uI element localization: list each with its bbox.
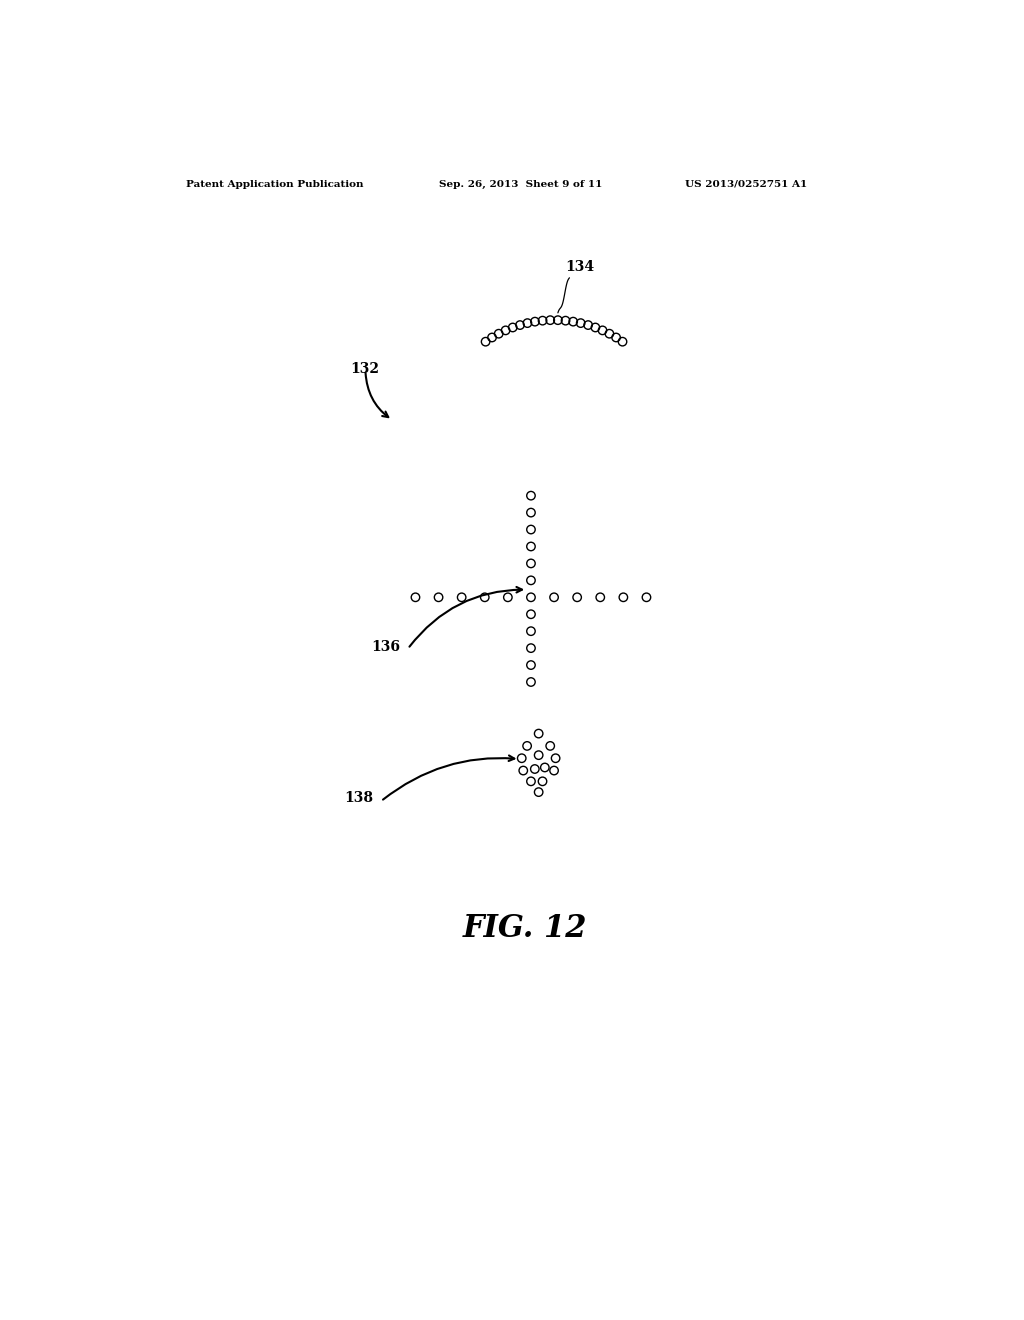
Text: 136: 136 [371, 640, 400, 655]
Text: 132: 132 [350, 363, 379, 376]
Text: 138: 138 [344, 791, 373, 804]
Text: US 2013/0252751 A1: US 2013/0252751 A1 [685, 180, 807, 189]
Text: Sep. 26, 2013  Sheet 9 of 11: Sep. 26, 2013 Sheet 9 of 11 [438, 180, 602, 189]
Text: Patent Application Publication: Patent Application Publication [186, 180, 364, 189]
Text: 134: 134 [565, 260, 595, 275]
Text: FIG. 12: FIG. 12 [463, 913, 587, 944]
